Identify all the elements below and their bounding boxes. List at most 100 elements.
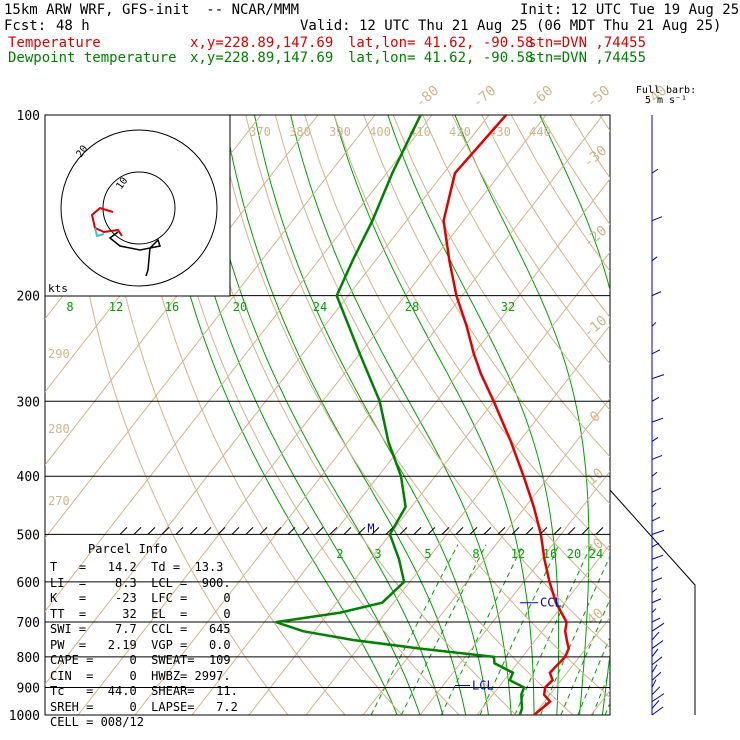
dry-adiabat xyxy=(68,115,289,715)
pressure-label: 900 xyxy=(17,682,40,697)
theta-label-top: 420 xyxy=(449,125,471,139)
freezing-level-hatch xyxy=(259,527,268,535)
wind-barb xyxy=(651,216,663,222)
dry-adiabat xyxy=(481,115,610,319)
isotherm-line xyxy=(476,543,610,715)
mixing-ratio-label-lower: 16 xyxy=(543,547,557,561)
isotherm-label-top: -80 xyxy=(413,83,443,112)
wind-barb xyxy=(651,686,661,696)
moist-adiabat xyxy=(387,115,560,715)
freezing-level-hatch xyxy=(357,527,366,535)
mixing-ratio-label-upper: 8 xyxy=(66,300,73,314)
mixing-ratio-label-lower: 24 xyxy=(589,547,603,561)
dry-adiabat xyxy=(540,115,610,226)
hodograph-frame xyxy=(44,114,231,297)
valid-time: Valid: 12 UTC Thu 21 Aug 25 (06 MDT Thu … xyxy=(300,18,722,34)
parcel-info-row: T = 14.2 Td = 13.3 xyxy=(50,560,224,574)
freezing-level-hatch xyxy=(231,527,240,535)
wind-barb xyxy=(651,640,664,649)
wind-barb xyxy=(651,706,664,716)
pressure-label: 600 xyxy=(17,576,40,591)
freezing-level-hatch xyxy=(329,527,338,535)
isotherm-line xyxy=(705,115,740,715)
wind-barb xyxy=(651,487,662,493)
dry-adiabat xyxy=(304,115,610,600)
isotherm-line xyxy=(45,115,433,612)
pressure-label: 400 xyxy=(17,470,40,485)
mixing-ratio-label-upper: 20 xyxy=(233,300,247,314)
isotherm-label-right: 0 xyxy=(587,408,604,426)
isotherm-line xyxy=(45,115,490,686)
moist-adiabat xyxy=(290,115,512,715)
dry-adiabat xyxy=(127,115,403,715)
isotherm-line xyxy=(362,397,610,715)
parcel-info-row: SREH = 0 LAPSE= 7.2 xyxy=(50,699,238,714)
freezing-level-hatch xyxy=(441,527,450,535)
freezing-level-hatch xyxy=(287,527,296,535)
wind-barb xyxy=(651,631,660,641)
moist-adiabat xyxy=(197,115,444,715)
freezing-level-hatch xyxy=(497,527,506,535)
wind-barb xyxy=(651,454,663,460)
isotherm-label-top: -50 xyxy=(584,83,614,112)
temperature-station: stn=DVN ,74455 xyxy=(528,35,647,51)
isotherm-label-top: -60 xyxy=(527,83,557,112)
dry-adiabat xyxy=(451,115,610,365)
wind-barb xyxy=(651,471,658,477)
lcl-label: LCL xyxy=(472,679,494,693)
wind-barb xyxy=(651,656,663,666)
dry-adiabat xyxy=(363,115,610,505)
freezing-level-hatch xyxy=(483,527,492,535)
wind-barb xyxy=(651,598,662,604)
parcel-info-title: Parcel Info xyxy=(88,542,168,556)
pressure-label: 300 xyxy=(17,395,40,410)
parcel-info-row: CIN = 0 HWBZ= 2997. xyxy=(50,668,231,683)
freezing-level-hatch xyxy=(301,527,310,535)
freezing-level-hatch xyxy=(595,527,604,535)
hodograph-trace-inner xyxy=(94,227,105,238)
dry-adiabat xyxy=(333,115,610,552)
wind-barb xyxy=(651,608,657,613)
isotherm-line xyxy=(45,115,376,539)
mixing-ratio-label-lower: 8 xyxy=(472,547,479,561)
isotherm-line xyxy=(45,115,319,466)
parcel-info-row: Tc = 44.0 SHEAR= 11. xyxy=(50,684,238,698)
ccl-label: CCL xyxy=(540,596,562,610)
freezing-level-hatch xyxy=(413,527,422,535)
dry-adiabat xyxy=(688,115,740,715)
wind-legend-title: Full barb: xyxy=(636,85,696,96)
dewpoint-station: stn=DVN ,74455 xyxy=(528,50,647,66)
wind-barb xyxy=(651,374,665,380)
wind-barb xyxy=(651,693,665,703)
mixing-ratio-label-lower: 12 xyxy=(511,547,525,561)
theta-label-top: 370 xyxy=(249,125,271,139)
wind-barb xyxy=(651,396,660,402)
pressure-label: 1000 xyxy=(9,709,40,724)
dry-adiabat xyxy=(392,115,610,458)
freezing-level-hatch xyxy=(539,527,548,535)
mixing-ratio-line xyxy=(540,554,610,715)
isotherm-label-right: -20 xyxy=(581,223,611,252)
isotherm-line xyxy=(305,324,610,715)
parcel-info-row: SWI = 7.7 CCL = 645 xyxy=(50,622,231,636)
pressure-label: 100 xyxy=(17,109,40,124)
theta-label-top: 380 xyxy=(289,125,311,139)
mixing-ratio-line xyxy=(370,544,459,715)
model-title: 15km ARW WRF, GFS-init -- NCAR/MMM xyxy=(4,2,300,18)
mixing-ratio-label-upper: 28 xyxy=(405,300,419,314)
theta-label-left: 290 xyxy=(48,347,70,361)
freezing-level-hatch xyxy=(245,527,254,535)
wind-barb xyxy=(651,502,657,508)
isotherm-line xyxy=(134,115,604,715)
mixing-ratio-label-lower: 20 xyxy=(567,547,581,561)
isotherm-label-right: -10 xyxy=(581,313,611,342)
freezing-level-hatch xyxy=(427,527,436,535)
mixing-ratio-label-lower: 5 xyxy=(424,547,431,561)
wind-barb xyxy=(651,588,658,593)
moist-adiabat xyxy=(175,115,421,715)
mixing-ratio-label-lower: 2 xyxy=(336,547,343,561)
freezing-level-hatch xyxy=(217,527,226,535)
freezing-level-hatch xyxy=(455,527,464,535)
wind-barb xyxy=(651,417,664,423)
